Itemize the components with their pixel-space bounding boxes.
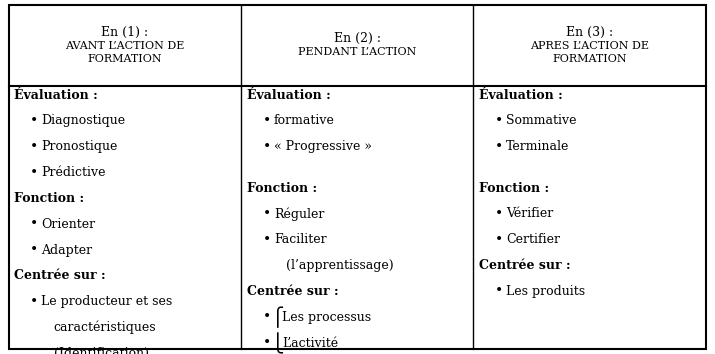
Text: caractéristiques: caractéristiques	[54, 321, 157, 335]
Text: Centrée sur :: Centrée sur :	[14, 269, 106, 282]
Text: •: •	[30, 243, 39, 257]
Text: Les processus: Les processus	[282, 311, 372, 324]
Text: Centrée sur :: Centrée sur :	[479, 259, 571, 272]
Text: (l’apprentissage): (l’apprentissage)	[286, 259, 394, 272]
Text: •: •	[495, 140, 503, 154]
Text: ⎩: ⎩	[270, 332, 284, 354]
Text: Adapter: Adapter	[41, 244, 93, 257]
Text: Orienter: Orienter	[41, 218, 96, 231]
Text: Diagnostique: Diagnostique	[41, 114, 126, 127]
Text: AVANT L’ACTION DE: AVANT L’ACTION DE	[65, 41, 184, 51]
Text: Fonction :: Fonction :	[479, 182, 549, 195]
Text: PENDANT L’ACTION: PENDANT L’ACTION	[298, 47, 416, 57]
Text: Pronostique: Pronostique	[41, 140, 118, 153]
Text: En (1) :: En (1) :	[102, 26, 148, 39]
Text: « Progressive »: « Progressive »	[274, 140, 372, 153]
Text: Le producteur et ses: Le producteur et ses	[41, 295, 173, 308]
Text: •: •	[262, 233, 271, 247]
Text: •: •	[262, 310, 271, 324]
Text: (Identification): (Identification)	[54, 347, 149, 354]
Text: •: •	[262, 207, 271, 221]
Text: Terminale: Terminale	[506, 140, 570, 153]
Text: Évaluation :: Évaluation :	[14, 88, 98, 102]
Text: En (2) :: En (2) :	[334, 33, 380, 45]
Text: FORMATION: FORMATION	[87, 54, 162, 64]
Text: •: •	[30, 166, 39, 179]
Text: •: •	[262, 140, 271, 154]
Text: Certifier: Certifier	[506, 233, 561, 246]
Text: Vérifier: Vérifier	[506, 207, 553, 221]
Text: •: •	[30, 295, 39, 309]
Text: formative: formative	[274, 114, 335, 127]
Text: •: •	[495, 207, 503, 221]
Text: Faciliter: Faciliter	[274, 233, 327, 246]
Text: FORMATION: FORMATION	[553, 54, 627, 64]
Text: •: •	[495, 233, 503, 247]
Text: L’activité: L’activité	[282, 337, 339, 350]
Text: •: •	[495, 285, 503, 298]
Text: •: •	[30, 140, 39, 154]
Text: Évaluation :: Évaluation :	[247, 88, 330, 102]
Text: Fonction :: Fonction :	[247, 182, 317, 195]
Text: •: •	[262, 336, 271, 350]
Text: Fonction :: Fonction :	[14, 192, 84, 205]
Text: Sommative: Sommative	[506, 114, 577, 127]
Text: Les produits: Les produits	[506, 285, 586, 298]
Text: •: •	[30, 114, 39, 128]
Text: Prédictive: Prédictive	[41, 166, 106, 179]
Text: •: •	[30, 217, 39, 231]
Text: •: •	[262, 114, 271, 128]
Text: APRES L’ACTION DE: APRES L’ACTION DE	[531, 41, 649, 51]
Text: Évaluation :: Évaluation :	[479, 88, 563, 102]
Text: •: •	[495, 114, 503, 128]
Text: Centrée sur :: Centrée sur :	[247, 285, 338, 298]
Text: En (3) :: En (3) :	[566, 26, 613, 39]
Text: ⎧: ⎧	[270, 307, 284, 328]
Text: Réguler: Réguler	[274, 207, 324, 221]
